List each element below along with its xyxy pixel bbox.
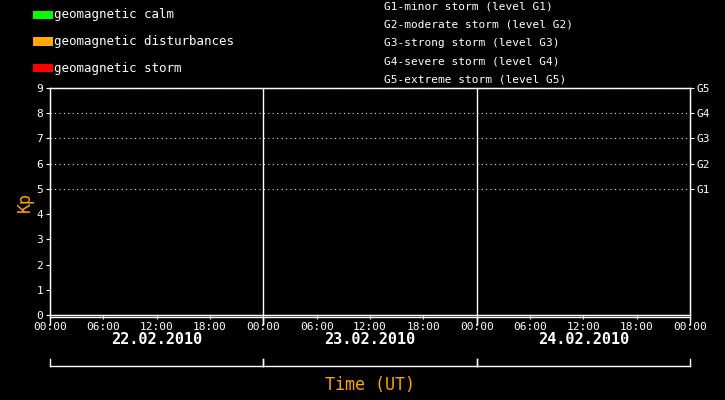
FancyBboxPatch shape	[33, 64, 53, 72]
Text: geomagnetic disturbances: geomagnetic disturbances	[54, 35, 234, 48]
Text: G2-moderate storm (level G2): G2-moderate storm (level G2)	[384, 20, 573, 30]
Y-axis label: Kp: Kp	[15, 192, 33, 212]
FancyBboxPatch shape	[33, 37, 53, 46]
Text: G4-severe storm (level G4): G4-severe storm (level G4)	[384, 56, 559, 66]
FancyBboxPatch shape	[33, 11, 53, 19]
Text: 23.02.2010: 23.02.2010	[324, 332, 415, 346]
Text: G1-minor storm (level G1): G1-minor storm (level G1)	[384, 2, 552, 12]
Text: 22.02.2010: 22.02.2010	[111, 332, 202, 346]
Text: 24.02.2010: 24.02.2010	[538, 332, 629, 346]
Text: G5-extreme storm (level G5): G5-extreme storm (level G5)	[384, 75, 566, 85]
Text: geomagnetic storm: geomagnetic storm	[54, 62, 182, 74]
Text: Time (UT): Time (UT)	[325, 376, 415, 394]
Text: G3-strong storm (level G3): G3-strong storm (level G3)	[384, 38, 559, 48]
Text: geomagnetic calm: geomagnetic calm	[54, 8, 175, 22]
